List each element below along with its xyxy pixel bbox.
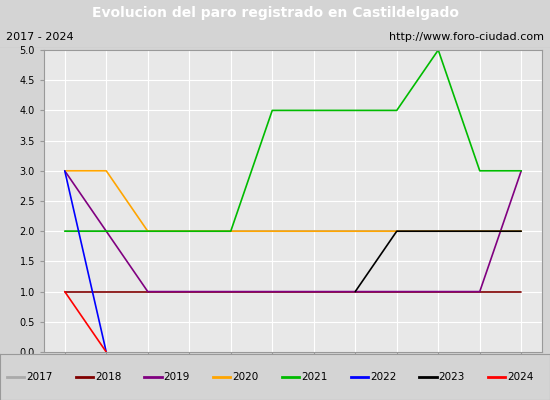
Text: 2024: 2024	[507, 372, 534, 382]
2018	[145, 289, 151, 294]
2021	[145, 229, 151, 234]
2020	[435, 229, 442, 234]
2019	[62, 168, 68, 173]
2020	[228, 229, 234, 234]
2018	[310, 289, 317, 294]
2021	[435, 48, 442, 52]
2023	[352, 289, 359, 294]
2021	[393, 108, 400, 113]
2019	[310, 289, 317, 294]
2023	[518, 229, 525, 234]
2022	[62, 168, 68, 173]
2020	[145, 229, 151, 234]
2021	[476, 168, 483, 173]
2019	[435, 289, 442, 294]
2019	[103, 229, 109, 234]
2018	[518, 289, 525, 294]
2021	[352, 108, 359, 113]
2020	[518, 229, 525, 234]
2018	[393, 289, 400, 294]
2021	[310, 108, 317, 113]
2017	[435, 229, 442, 234]
2017	[476, 229, 483, 234]
2021	[228, 229, 234, 234]
2019	[186, 289, 192, 294]
2019	[228, 289, 234, 294]
2018	[269, 289, 276, 294]
2021	[518, 168, 525, 173]
2022	[103, 350, 109, 354]
2017	[62, 229, 68, 234]
2018	[103, 289, 109, 294]
2018	[435, 289, 442, 294]
2020	[352, 229, 359, 234]
Text: http://www.foro-ciudad.com: http://www.foro-ciudad.com	[389, 32, 544, 42]
Text: 2019: 2019	[164, 372, 190, 382]
2019	[269, 289, 276, 294]
2021	[186, 229, 192, 234]
2023	[393, 229, 400, 234]
2020	[103, 168, 109, 173]
Text: 2017 - 2024: 2017 - 2024	[6, 32, 73, 42]
2019	[145, 289, 151, 294]
2018	[228, 289, 234, 294]
2019	[393, 289, 400, 294]
2019	[518, 168, 525, 173]
2020	[62, 168, 68, 173]
2017	[228, 229, 234, 234]
2023	[435, 229, 442, 234]
2019	[352, 289, 359, 294]
2020	[269, 229, 276, 234]
2017	[103, 229, 109, 234]
2017	[518, 229, 525, 234]
2017	[269, 229, 276, 234]
2020	[476, 229, 483, 234]
2021	[269, 108, 276, 113]
2024	[62, 289, 68, 294]
2017	[352, 229, 359, 234]
Line: 2022: 2022	[65, 171, 106, 352]
2024	[103, 350, 109, 354]
2021	[103, 229, 109, 234]
2023	[476, 229, 483, 234]
2017	[393, 229, 400, 234]
Line: 2023: 2023	[355, 231, 521, 292]
2021	[62, 229, 68, 234]
Line: 2021: 2021	[65, 50, 521, 231]
Text: 2021: 2021	[301, 372, 327, 382]
Text: 2017: 2017	[26, 372, 52, 382]
2020	[393, 229, 400, 234]
2017	[310, 229, 317, 234]
2018	[352, 289, 359, 294]
2020	[310, 229, 317, 234]
2018	[476, 289, 483, 294]
Text: 2023: 2023	[439, 372, 465, 382]
Text: Evolucion del paro registrado en Castildelgado: Evolucion del paro registrado en Castild…	[91, 6, 459, 20]
2019	[476, 289, 483, 294]
2020	[186, 229, 192, 234]
Line: 2019: 2019	[65, 171, 521, 292]
2018	[186, 289, 192, 294]
Line: 2020: 2020	[65, 171, 521, 231]
2017	[186, 229, 192, 234]
Text: 2022: 2022	[370, 372, 396, 382]
Text: 2020: 2020	[232, 372, 258, 382]
Line: 2024: 2024	[65, 292, 106, 352]
Text: 2018: 2018	[95, 372, 121, 382]
2018	[62, 289, 68, 294]
2017	[145, 229, 151, 234]
